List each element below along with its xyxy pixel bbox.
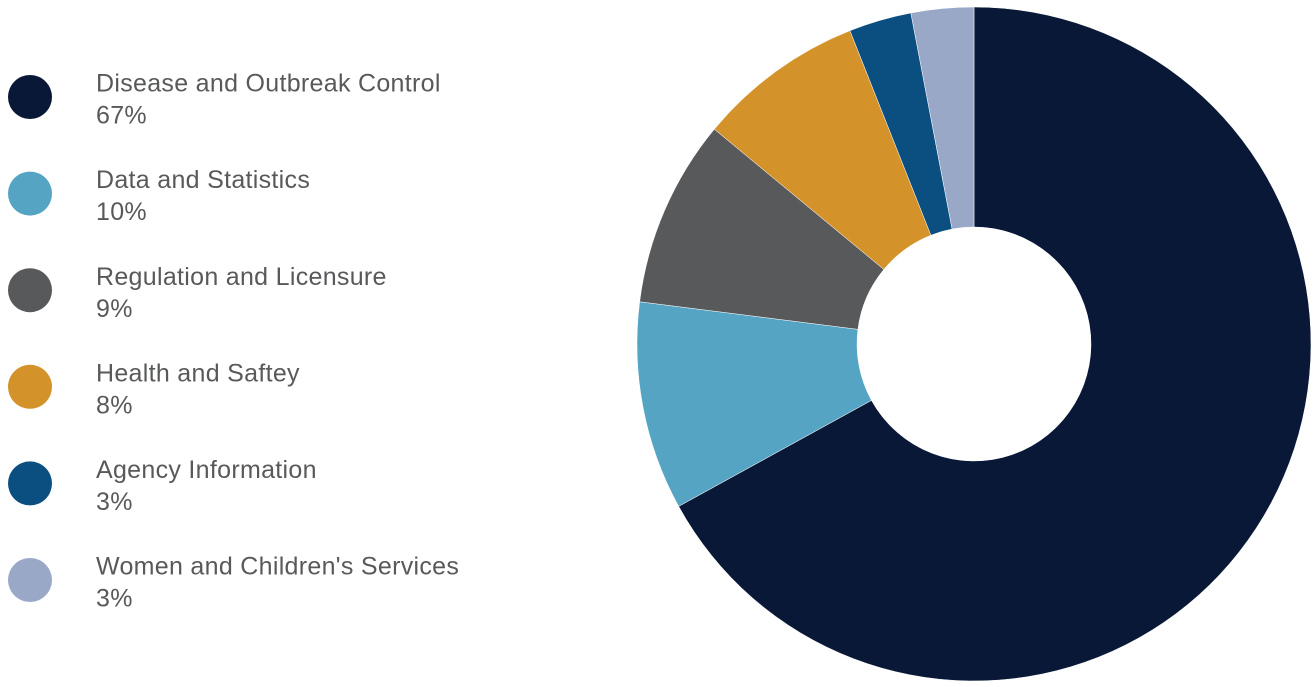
legend-swatch [8,268,52,313]
legend-label: Health and Saftey [96,359,300,387]
legend-swatch [8,171,52,216]
legend-value: 10% [96,198,147,226]
legend-label: Women and Children's Services [96,553,459,581]
legend-value: 3% [96,488,133,516]
donut-slice [910,6,975,230]
donut-slice [713,30,932,270]
legend-value: 8% [96,391,133,419]
legend-label: Agency Information [96,456,317,484]
legend-swatch [8,558,52,602]
legend-value: 3% [96,585,133,613]
legend-label: Regulation and Licensure [96,263,387,291]
donut-slice [636,301,872,507]
legend-swatch [8,364,52,409]
donut-slice [639,128,885,330]
legend-swatch [8,75,52,119]
legend-label: Data and Statistics [96,166,310,194]
legend-label: Disease and Outbreak Control [96,70,441,98]
legend-swatch [8,461,52,506]
legend-value: 67% [96,102,147,130]
legend-value: 9% [96,295,133,323]
